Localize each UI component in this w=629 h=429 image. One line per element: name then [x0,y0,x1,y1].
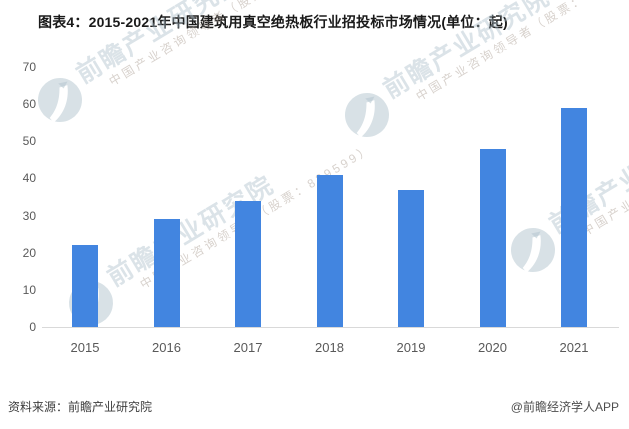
bar-2017 [235,200,261,327]
x-axis-label-2020: 2020 [478,340,507,355]
x-axis-label-2017: 2017 [233,340,263,355]
bar-2018 [316,174,343,327]
x-axis-label-2018: 2018 [315,340,344,355]
bar-2019 [398,189,424,327]
x-axis-label-2016: 2016 [152,340,181,355]
bar-2021 [561,107,587,327]
y-axis-tick-60: 60 [22,97,36,112]
y-axis-tick-10: 10 [22,282,36,297]
y-axis-tick-20: 20 [22,245,36,260]
y-axis-tick-30: 30 [22,208,36,223]
bar-2020 [479,148,506,327]
bar-2016 [153,219,180,327]
chart-title: 图表4：2015-2021年中国建筑用真空绝热板行业招投标市场情况(单位：起) [38,14,508,30]
y-axis-tick-0: 0 [29,320,36,334]
y-axis-tick-50: 50 [22,134,36,149]
x-axis-label-2021: 2021 [559,340,589,355]
credit-note: @前瞻经济学人APP [510,400,619,414]
x-axis-line [42,327,619,328]
x-axis-label-2015: 2015 [70,340,100,355]
y-axis-tick-40: 40 [22,171,36,186]
source-note: 资料来源：前瞻产业研究院 [8,400,153,414]
y-axis-tick-70: 70 [22,60,36,74]
bar-2015 [72,245,98,327]
x-axis-label-2019: 2019 [396,340,426,355]
